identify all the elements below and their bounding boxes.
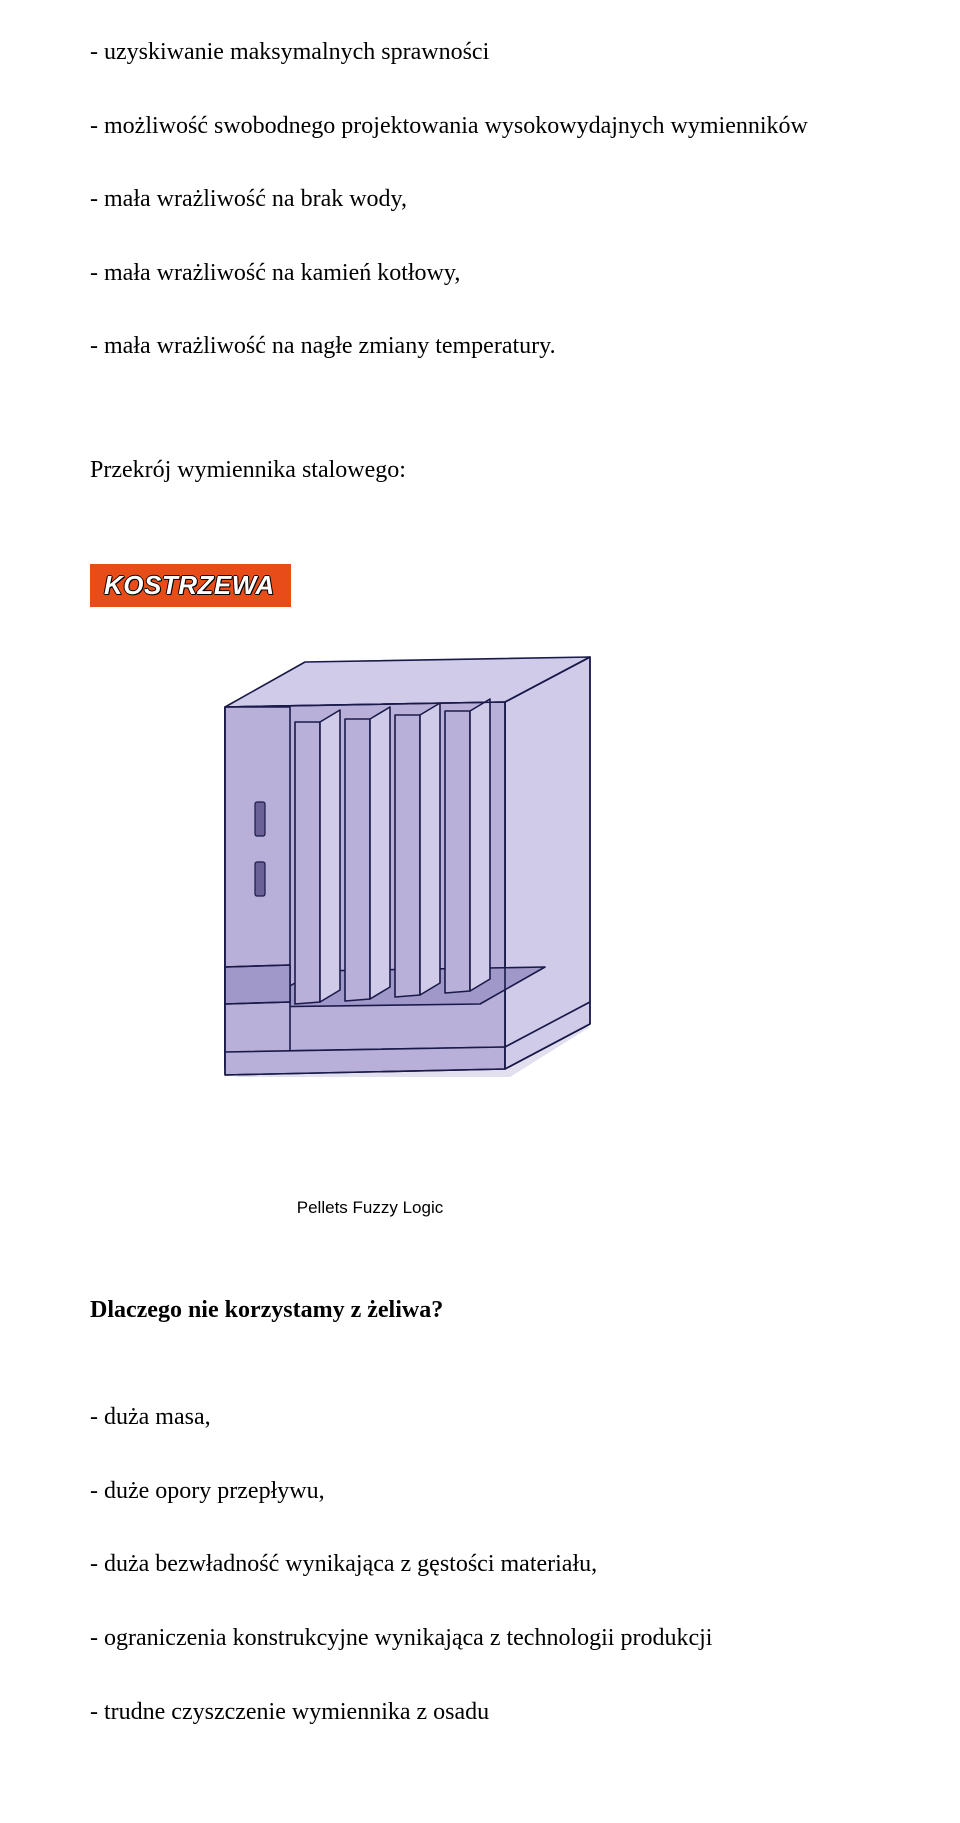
bullet-item: - duża bezwładność wynikająca z gęstości… [90,1542,870,1588]
diagram-svg [90,607,650,1167]
figure-caption: Pellets Fuzzy Logic [90,1198,650,1218]
bullet-item: - mała wrażliwość na nagłe zmiany temper… [90,324,870,370]
bullet-item: - mała wrażliwość na brak wody, [90,177,870,223]
document-page: - uzyskiwanie maksymalnych sprawności - … [0,0,960,1823]
bullet-item: - uzyskiwanie maksymalnych sprawności [90,30,870,76]
bullet-item: - duża masa, [90,1395,870,1441]
brand-badge: KOSTRZEWA [90,564,291,607]
bullet-item: - trudne czyszczenie wymiennika z osadu [90,1690,870,1736]
exchanger-diagram: Pellets Fuzzy Logic [90,607,650,1218]
section-heading: Przekrój wymiennika stalowego: [90,448,870,494]
figure-block: KOSTRZEWA [90,564,870,1218]
bullet-item: - mała wrażliwość na kamień kotłowy, [90,251,870,297]
bullet-item: - duże opory przepływu, [90,1469,870,1515]
bullet-item: - możliwość swobodnego projektowania wys… [90,104,870,150]
question-heading: Dlaczego nie korzystamy z żeliwa? [90,1288,870,1334]
bullet-item: - ograniczenia konstrukcyjne wynikająca … [90,1616,870,1662]
